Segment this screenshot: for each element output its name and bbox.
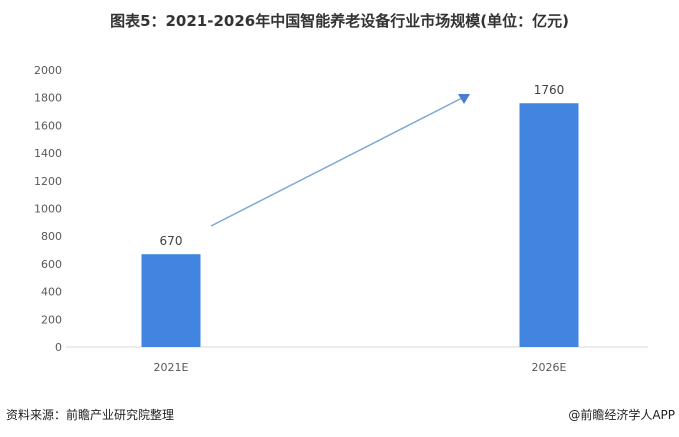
y-tick-label: 400 xyxy=(41,286,62,299)
y-tick-label: 1400 xyxy=(34,147,62,160)
bar-2026E xyxy=(519,103,579,348)
x-tick-label: 2026E xyxy=(532,361,567,374)
source-note: 资料来源：前瞻产业研究院整理 xyxy=(6,408,175,422)
y-tick-label: 1000 xyxy=(34,203,62,216)
y-tick-label: 600 xyxy=(41,258,62,271)
y-tick-label: 1200 xyxy=(34,175,62,188)
x-tick-label: 2021E xyxy=(154,361,189,374)
y-tick-label: 800 xyxy=(41,230,62,243)
data-label: 1760 xyxy=(534,83,565,97)
data-label: 670 xyxy=(160,234,183,248)
y-tick-label: 1800 xyxy=(34,92,62,105)
chart-title: 图表5：2021-2026年中国智能养老设备行业市场规模(单位：亿元) xyxy=(110,12,569,30)
y-tick-label: 200 xyxy=(41,313,62,326)
bar-2021E xyxy=(141,254,201,347)
y-tick-label: 2000 xyxy=(34,64,62,77)
trend-arrow-line xyxy=(210,97,463,227)
trend-arrow-head xyxy=(458,94,470,104)
y-tick-label: 0 xyxy=(55,341,62,354)
y-tick-label: 1600 xyxy=(34,119,62,132)
credit-note: @前瞻经济学人APP xyxy=(568,408,675,422)
